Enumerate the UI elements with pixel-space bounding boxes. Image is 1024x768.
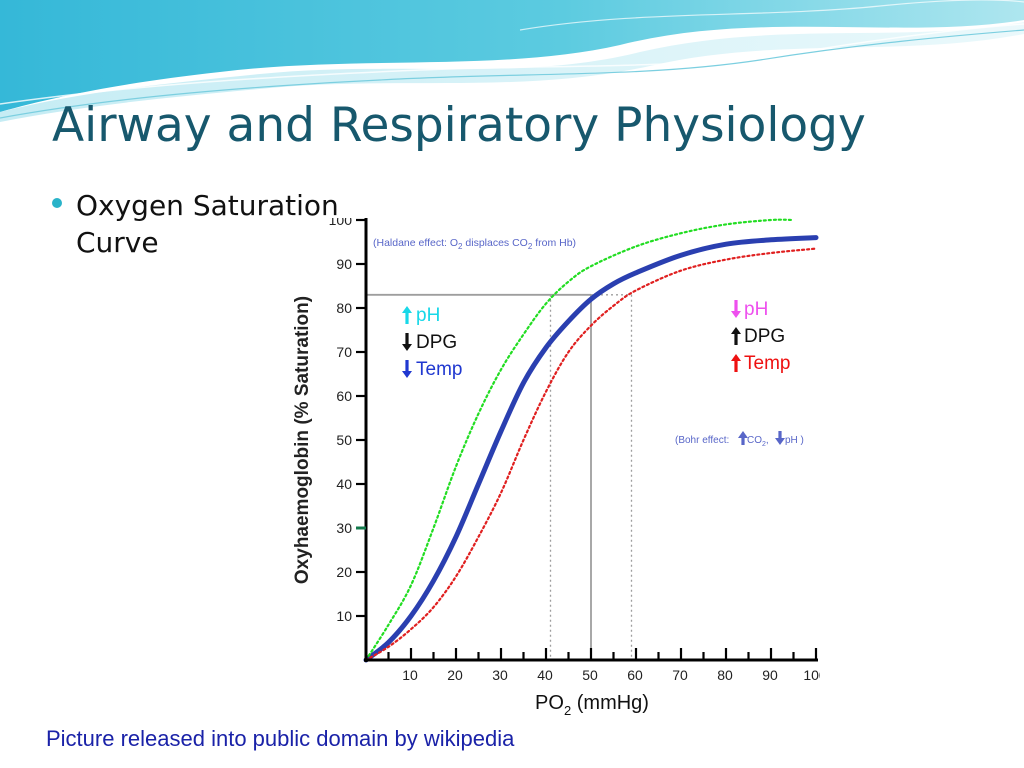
right-shift-factors: pH DPG Temp: [731, 299, 790, 374]
right-factor-temp: Temp: [744, 353, 790, 374]
x-tick-label-90: 90: [762, 667, 778, 683]
x-tick-label-10: 10: [402, 667, 418, 683]
y-tick-label-30: 30: [336, 520, 352, 536]
x-tick-label-100: 100: [803, 667, 820, 683]
down-arrow-icon: [731, 300, 741, 318]
x-tick-label-20: 20: [447, 667, 463, 683]
header-wave-decoration: [0, 0, 1024, 122]
up-arrow-icon: [738, 431, 748, 445]
axes: [356, 218, 818, 662]
haldane-note: (Haldane effect: O2 displaces CO2 from H…: [373, 237, 576, 251]
slide-title: Airway and Respiratory Physiology: [52, 98, 866, 153]
curve-normal: [363, 235, 819, 663]
reference-lines: [366, 293, 633, 660]
left-factor-ph: pH: [416, 305, 440, 326]
right-factor-dpg: DPG: [744, 326, 785, 347]
y-tick-label-80: 80: [336, 300, 352, 316]
down-arrow-icon: [402, 360, 412, 378]
bohr-ph: pH ): [785, 435, 804, 446]
oxygen-dissociation-chart: 10 20 30 40 50 60 70 80 90 100 10 20 30 40 50 60 70 80 90 1…: [285, 218, 820, 720]
annotations: (Haldane effect: O2 displaces CO2 from H…: [373, 237, 804, 448]
curve-right-shift: [364, 247, 818, 662]
x-axis-label: PO2 (mmHg): [535, 692, 649, 718]
x-tick-label-50: 50: [582, 667, 598, 683]
y-tick-label-20: 20: [336, 564, 352, 580]
image-credit-caption: Picture released into public domain by w…: [46, 726, 515, 751]
right-factor-ph: pH: [744, 299, 768, 320]
y-tick-label-90: 90: [336, 256, 352, 272]
x-tick-label-60: 60: [627, 667, 643, 683]
curve-left-shift: [364, 218, 795, 662]
bullet-text: Oxygen Saturation Curve: [76, 189, 339, 259]
bullet-item: Oxygen Saturation Curve: [52, 187, 406, 261]
bullet-dot-icon: [52, 198, 62, 208]
left-factor-temp: Temp: [416, 359, 462, 380]
y-tick-label-40: 40: [336, 476, 352, 492]
y-tick-label-70: 70: [336, 344, 352, 360]
x-tick-label-80: 80: [717, 667, 733, 683]
tick-labels: 10 20 30 40 50 60 70 80 90 100 10 20 30 40 50 60 70 80 90 1…: [292, 218, 820, 718]
y-axis-label: Oxyhaemoglobin (% Saturation): [292, 296, 313, 584]
bohr-co2: CO2,: [747, 435, 769, 448]
up-arrow-icon: [731, 327, 741, 345]
left-factor-dpg: DPG: [416, 332, 457, 353]
down-arrow-icon: [402, 333, 412, 351]
y-tick-label-50: 50: [336, 432, 352, 448]
x-tick-label-40: 40: [537, 667, 553, 683]
bohr-note: (Bohr effect: CO2, pH ): [675, 431, 804, 448]
y-tick-label-100: 100: [329, 218, 353, 228]
x-tick-label-30: 30: [492, 667, 508, 683]
y-tick-label-60: 60: [336, 388, 352, 404]
up-arrow-icon: [731, 354, 741, 372]
y-tick-label-10: 10: [336, 608, 352, 624]
curves: [363, 218, 819, 663]
up-arrow-icon: [402, 306, 412, 324]
down-arrow-icon: [775, 431, 785, 445]
bohr-prefix: (Bohr effect:: [675, 435, 729, 446]
left-shift-factors: pH DPG Temp: [402, 305, 462, 380]
x-tick-label-70: 70: [672, 667, 688, 683]
